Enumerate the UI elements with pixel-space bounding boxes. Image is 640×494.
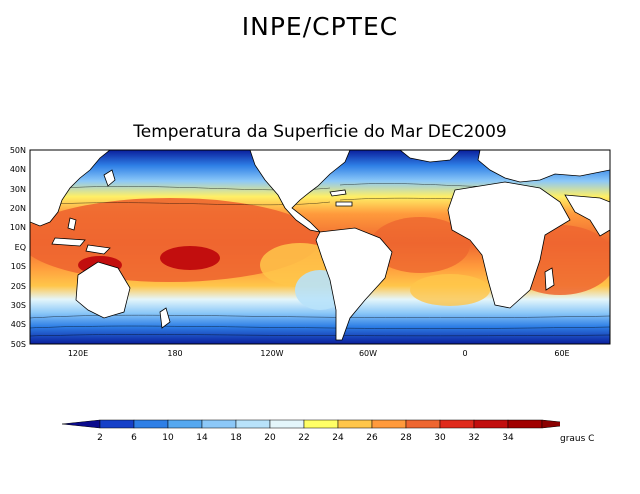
- lon-label: 60E: [554, 349, 569, 358]
- lat-label: 10N: [10, 223, 26, 232]
- lon-label: 60W: [359, 349, 377, 358]
- lat-label: 50N: [10, 146, 26, 155]
- colorbar-cell: [99, 419, 135, 429]
- sst-map: 50N 40N 30N 20N 10N EQ 10S 20S 30S 40S 5…: [10, 146, 611, 358]
- colorbar-cell: [371, 419, 407, 429]
- colorbar-cell: [439, 419, 475, 429]
- colorbar-tick-label: 28: [400, 433, 412, 443]
- colorbar-cell: [167, 419, 203, 429]
- header-title: INPE/CPTEC: [241, 12, 399, 41]
- colorbar-cell: [405, 419, 441, 429]
- lat-label: 30S: [11, 301, 26, 310]
- longitude-axis: 120E 180 120W 60W 0 60E: [68, 349, 570, 358]
- map-frame: [29, 149, 611, 345]
- colorbar-arrow-left: [61, 419, 101, 429]
- lon-label: 180: [167, 349, 182, 358]
- colorbar-cell: [133, 419, 169, 429]
- colorbar-cell: [201, 419, 237, 429]
- colorbar-cell: [473, 419, 509, 429]
- colorbar-tick-label: 18: [230, 433, 242, 443]
- colorbar-tick-label: 26: [366, 433, 378, 443]
- colorbar-cell: [303, 419, 339, 429]
- colorbar-tick-label: 24: [332, 433, 344, 443]
- lat-label: 20N: [10, 204, 26, 213]
- colorbar-cell: [269, 419, 305, 429]
- colorbar-cell: [507, 419, 543, 429]
- colorbar-tick-label: 10: [162, 433, 174, 443]
- colorbar-tick-label: 30: [434, 433, 446, 443]
- lat-label: 10S: [11, 262, 26, 271]
- colorbar-tick-label: 2: [97, 433, 103, 443]
- colorbar-cell: [235, 419, 271, 429]
- lon-label: 0: [462, 349, 467, 358]
- land-masses: [30, 150, 610, 341]
- colorbar-tick-label: 14: [196, 433, 208, 443]
- lon-label: 120W: [260, 349, 283, 358]
- map-title: Temperatura da Superficie do Mar DEC2009: [133, 122, 507, 142]
- colorbar-arrow-right: [541, 419, 560, 429]
- lat-label: EQ: [15, 243, 26, 252]
- colorbar: 2 6 10 14 18 20 22 24 26 28 30 32 34: [61, 419, 560, 443]
- colorbar-tick-label: 20: [264, 433, 276, 443]
- lat-label: 40S: [11, 320, 26, 329]
- lon-label: 120E: [68, 349, 88, 358]
- lat-label: 20S: [11, 282, 26, 291]
- colorbar-units: graus C: [560, 434, 595, 444]
- colorbar-tick-label: 22: [298, 433, 309, 443]
- colorbar-tick-label: 32: [468, 433, 479, 443]
- lat-label: 50S: [11, 340, 26, 349]
- colorbar-tick-label: 6: [131, 433, 137, 443]
- colorbar-tick-label: 34: [502, 433, 514, 443]
- latitude-axis: 50N 40N 30N 20N 10N EQ 10S 20S 30S 40S 5…: [10, 146, 26, 349]
- lat-label: 40N: [10, 165, 26, 174]
- lat-label: 30N: [10, 185, 26, 194]
- colorbar-cell: [337, 419, 373, 429]
